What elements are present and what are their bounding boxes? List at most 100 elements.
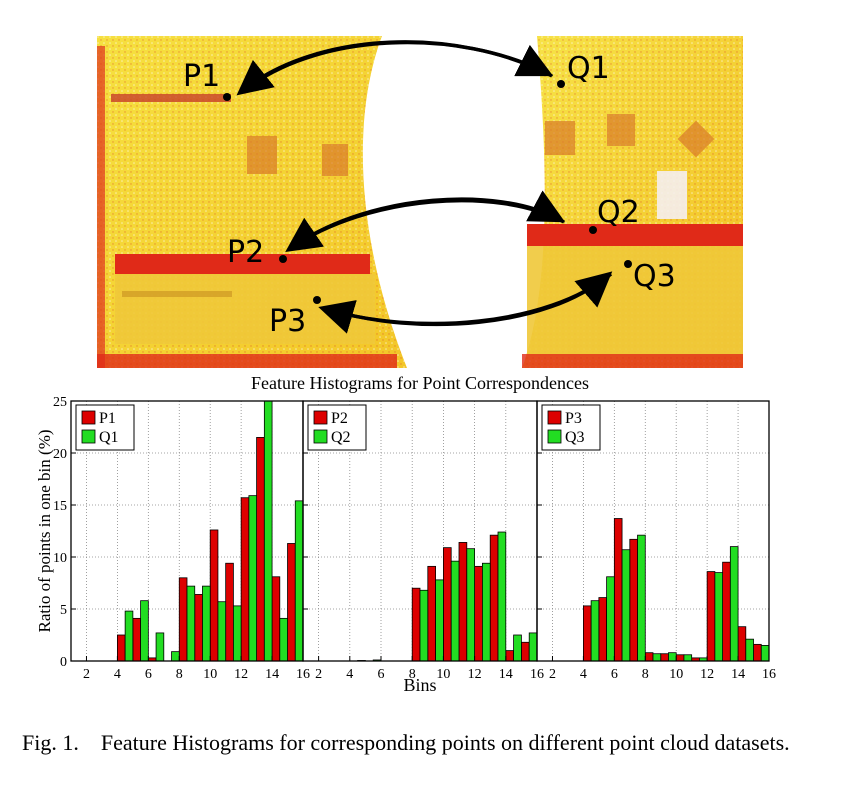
x-tick-label: 2 bbox=[83, 667, 90, 682]
bar-q1-bin-15 bbox=[294, 500, 304, 662]
legend-entry: P2 bbox=[331, 410, 348, 427]
bar-p1-bin-9 bbox=[194, 594, 203, 662]
bar-q2-bin-11 bbox=[466, 548, 475, 662]
bar-p3-bin-7 bbox=[629, 538, 638, 662]
bar-p2-bin-11 bbox=[458, 542, 468, 662]
bar-q1-bin-13 bbox=[263, 400, 273, 662]
y-tick-label: 0 bbox=[60, 655, 67, 670]
label-p1: P1 bbox=[183, 59, 220, 94]
bar-q3-bin-13 bbox=[729, 546, 739, 662]
bar-p1-bin-12 bbox=[240, 497, 250, 662]
x-tick-label: 8 bbox=[642, 667, 649, 682]
legend-swatch bbox=[81, 429, 96, 444]
plot-frame bbox=[536, 400, 770, 662]
point-q3 bbox=[624, 260, 632, 268]
legend-entry: Q3 bbox=[565, 429, 585, 446]
figure-caption: Fig. 1. Feature Histograms for correspon… bbox=[22, 728, 827, 758]
x-tick-label: 12 bbox=[234, 667, 248, 682]
bar-q2-bin-14 bbox=[513, 634, 522, 662]
legend-swatch bbox=[547, 410, 562, 425]
y-axis-label: Ratio of points in one bin (%) bbox=[35, 429, 54, 632]
legend-swatch bbox=[547, 429, 562, 444]
bar-q3-bin-8 bbox=[652, 653, 662, 662]
point-p1 bbox=[223, 93, 231, 101]
bar-p2-bin-14 bbox=[505, 650, 514, 662]
x-tick-label: 10 bbox=[203, 667, 217, 682]
x-tick-label: 14 bbox=[265, 667, 279, 682]
legend-entry: P3 bbox=[565, 410, 582, 427]
y-tick-label: 25 bbox=[53, 395, 67, 410]
bar-p1-bin-4 bbox=[117, 634, 126, 662]
bar-p1-bin-14 bbox=[271, 576, 281, 662]
x-tick-label: 10 bbox=[436, 667, 450, 682]
bar-p2-bin-8 bbox=[411, 587, 421, 662]
bar-p3-bin-13 bbox=[722, 561, 731, 662]
bar-p2-bin-12 bbox=[474, 565, 483, 662]
bar-p3-bin-10 bbox=[675, 654, 685, 662]
x-tick-label: 4 bbox=[346, 667, 353, 682]
x-tick-label: 6 bbox=[611, 667, 618, 682]
label-p3: P3 bbox=[269, 304, 306, 339]
bar-p2-bin-10 bbox=[442, 547, 452, 662]
bar-q3-bin-6 bbox=[621, 549, 631, 662]
legend-swatch bbox=[313, 410, 328, 425]
point-q1 bbox=[557, 80, 565, 88]
bar-q1-bin-6 bbox=[155, 632, 165, 662]
bar-q1-bin-8 bbox=[186, 585, 196, 662]
bar-p1-bin-10 bbox=[209, 529, 219, 662]
bar-q2-bin-12 bbox=[481, 562, 491, 662]
y-tick-label: 10 bbox=[53, 551, 67, 566]
bar-q1-bin-9 bbox=[202, 585, 211, 662]
bar-q1-bin-7 bbox=[171, 651, 180, 662]
bar-p1-bin-5 bbox=[132, 617, 142, 662]
chart-title: Feature Histograms for Point Corresponde… bbox=[251, 373, 589, 393]
legend-entry: Q2 bbox=[331, 429, 351, 446]
bar-q3-bin-15 bbox=[760, 644, 770, 662]
bar-p1-bin-15 bbox=[287, 543, 296, 662]
x-tick-label: 16 bbox=[296, 667, 310, 682]
caption-label: Fig. 1. bbox=[22, 730, 79, 755]
bar-p3-bin-14 bbox=[737, 626, 747, 662]
x-tick-label: 2 bbox=[549, 667, 556, 682]
bar-q1-bin-11 bbox=[232, 605, 242, 662]
x-axis-label: Bins bbox=[403, 675, 436, 695]
x-tick-label: 8 bbox=[176, 667, 183, 682]
bar-p3-bin-9 bbox=[660, 653, 669, 662]
bar-q3-bin-10 bbox=[683, 654, 693, 662]
bar-q2-bin-10 bbox=[450, 560, 460, 662]
bar-q2-bin-9 bbox=[435, 579, 444, 662]
x-tick-label: 12 bbox=[468, 667, 482, 682]
point-p2 bbox=[279, 255, 287, 263]
bar-p2-bin-15 bbox=[521, 641, 530, 662]
bar-p1-bin-11 bbox=[225, 562, 234, 662]
bar-q1-bin-5 bbox=[140, 600, 149, 662]
x-tick-label: 2 bbox=[315, 667, 322, 682]
bar-p3-bin-6 bbox=[613, 518, 623, 662]
bar-p3-bin-4 bbox=[583, 605, 592, 662]
x-tick-label: 14 bbox=[731, 667, 745, 682]
bar-q2-bin-15 bbox=[528, 632, 538, 662]
bar-p1-bin-13 bbox=[256, 437, 265, 662]
bar-p3-bin-12 bbox=[706, 571, 716, 662]
bar-p3-bin-5 bbox=[598, 597, 607, 662]
y-tick-label: 20 bbox=[53, 447, 67, 462]
point-q2 bbox=[589, 226, 597, 234]
label-p2: P2 bbox=[227, 235, 264, 270]
x-tick-label: 14 bbox=[499, 667, 513, 682]
bar-p1-bin-8 bbox=[178, 577, 188, 662]
bar-q3-bin-14 bbox=[745, 638, 754, 662]
x-tick-label: 10 bbox=[669, 667, 683, 682]
bar-p2-bin-13 bbox=[489, 534, 499, 662]
feature-histograms-chart: Feature Histograms for Point Corresponde… bbox=[35, 373, 776, 695]
bar-q1-bin-10 bbox=[217, 601, 227, 662]
legend-entry: P1 bbox=[99, 410, 116, 427]
y-tick-label: 5 bbox=[60, 603, 67, 618]
x-tick-label: 4 bbox=[580, 667, 587, 682]
x-tick-label: 4 bbox=[114, 667, 121, 682]
